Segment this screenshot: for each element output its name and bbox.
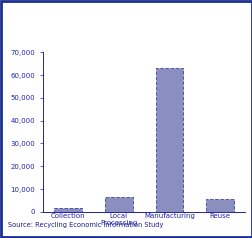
Text: Manufacturing employment leads: Manufacturing employment leads [8, 34, 213, 44]
Text: Source: Recycling Economic Information Study: Source: Recycling Economic Information S… [8, 222, 162, 228]
Text: Figure 5: Employment by Industry Sector: Figure 5: Employment by Industry Sector [10, 9, 242, 19]
Bar [205, 199, 233, 212]
Bar [155, 68, 183, 212]
Bar [105, 197, 132, 212]
Bar [54, 208, 82, 212]
